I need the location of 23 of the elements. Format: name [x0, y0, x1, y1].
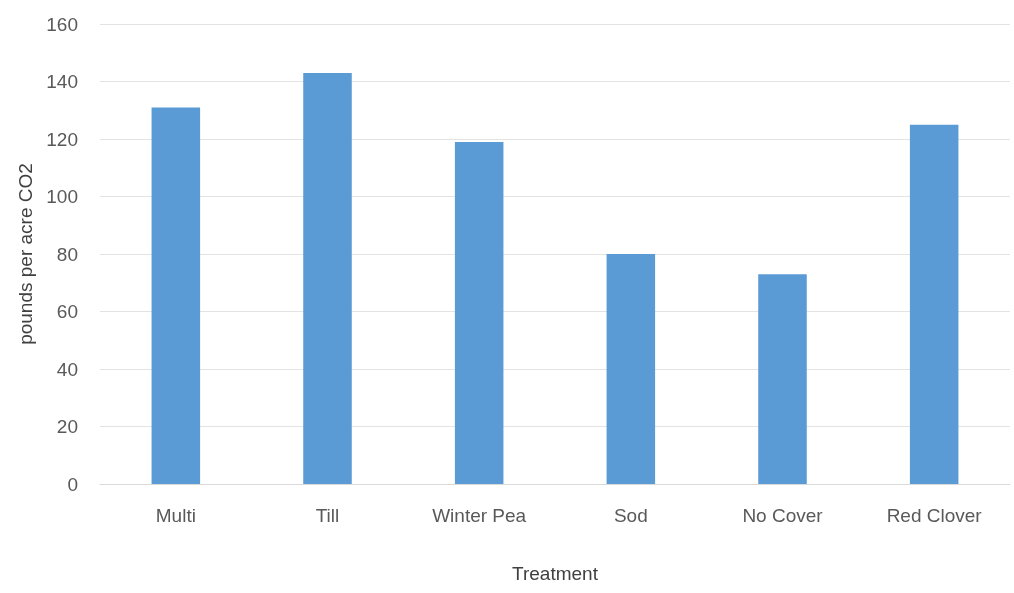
y-tick-label: 0: [67, 473, 78, 495]
y-tick-label: 20: [56, 416, 78, 437]
bar: [151, 107, 201, 484]
x-tick-label: Multi: [155, 505, 196, 526]
bar: [909, 124, 959, 484]
y-tick-label: 60: [56, 301, 78, 322]
y-tick-label: 140: [46, 71, 78, 92]
x-tick-label: Red Clover: [886, 505, 983, 526]
y-tick-label: 160: [46, 13, 78, 35]
y-tick-label: 100: [46, 186, 78, 207]
y-tick-label: 40: [56, 358, 78, 380]
bar: [758, 274, 807, 484]
y-tick-label: 120: [46, 128, 78, 150]
y-tick-label: 80: [56, 243, 78, 265]
bar: [303, 72, 352, 484]
x-axis-title: Treatment: [512, 563, 599, 584]
x-tick-label: Till: [315, 505, 340, 526]
bar: [606, 254, 656, 484]
y-axis-title: pounds per acre CO2: [15, 163, 36, 345]
x-tick-label: Winter Pea: [432, 505, 527, 526]
x-tick-label: No Cover: [742, 505, 824, 526]
bar: [454, 141, 504, 484]
x-tick-label: Sod: [613, 505, 648, 526]
